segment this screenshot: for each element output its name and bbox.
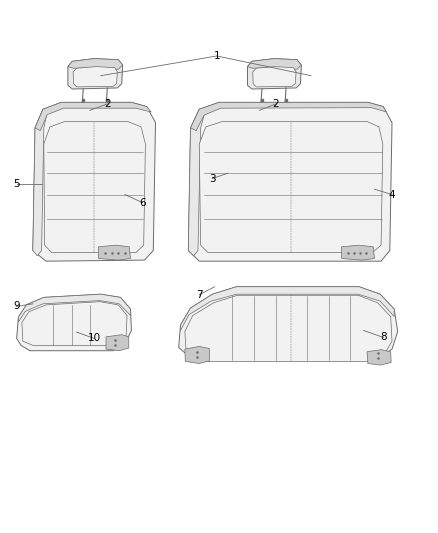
Polygon shape xyxy=(191,102,386,131)
Text: 6: 6 xyxy=(139,198,146,207)
Text: 9: 9 xyxy=(13,302,20,311)
Polygon shape xyxy=(188,102,392,261)
Polygon shape xyxy=(35,102,151,131)
Polygon shape xyxy=(199,122,383,253)
Polygon shape xyxy=(33,102,155,261)
Text: 5: 5 xyxy=(13,179,20,189)
Polygon shape xyxy=(188,109,205,256)
Text: 8: 8 xyxy=(380,333,387,342)
Polygon shape xyxy=(367,350,391,365)
Polygon shape xyxy=(185,295,392,361)
Polygon shape xyxy=(68,59,123,69)
Polygon shape xyxy=(253,67,296,87)
Polygon shape xyxy=(44,122,145,253)
Text: 1: 1 xyxy=(213,51,220,61)
Text: 2: 2 xyxy=(272,99,279,109)
Polygon shape xyxy=(106,335,129,351)
Polygon shape xyxy=(179,287,398,358)
Polygon shape xyxy=(33,109,47,256)
Text: 4: 4 xyxy=(389,190,396,199)
Polygon shape xyxy=(247,59,301,89)
Polygon shape xyxy=(18,294,131,322)
Text: 7: 7 xyxy=(196,290,203,300)
Polygon shape xyxy=(180,287,394,330)
Polygon shape xyxy=(22,302,127,345)
Polygon shape xyxy=(68,59,123,89)
Polygon shape xyxy=(99,245,131,260)
Polygon shape xyxy=(342,245,374,260)
Text: 10: 10 xyxy=(88,334,101,343)
Polygon shape xyxy=(185,346,209,364)
Text: 2: 2 xyxy=(104,99,111,109)
Polygon shape xyxy=(247,59,301,69)
Text: 3: 3 xyxy=(209,174,216,183)
Polygon shape xyxy=(17,294,131,351)
Polygon shape xyxy=(73,67,117,87)
